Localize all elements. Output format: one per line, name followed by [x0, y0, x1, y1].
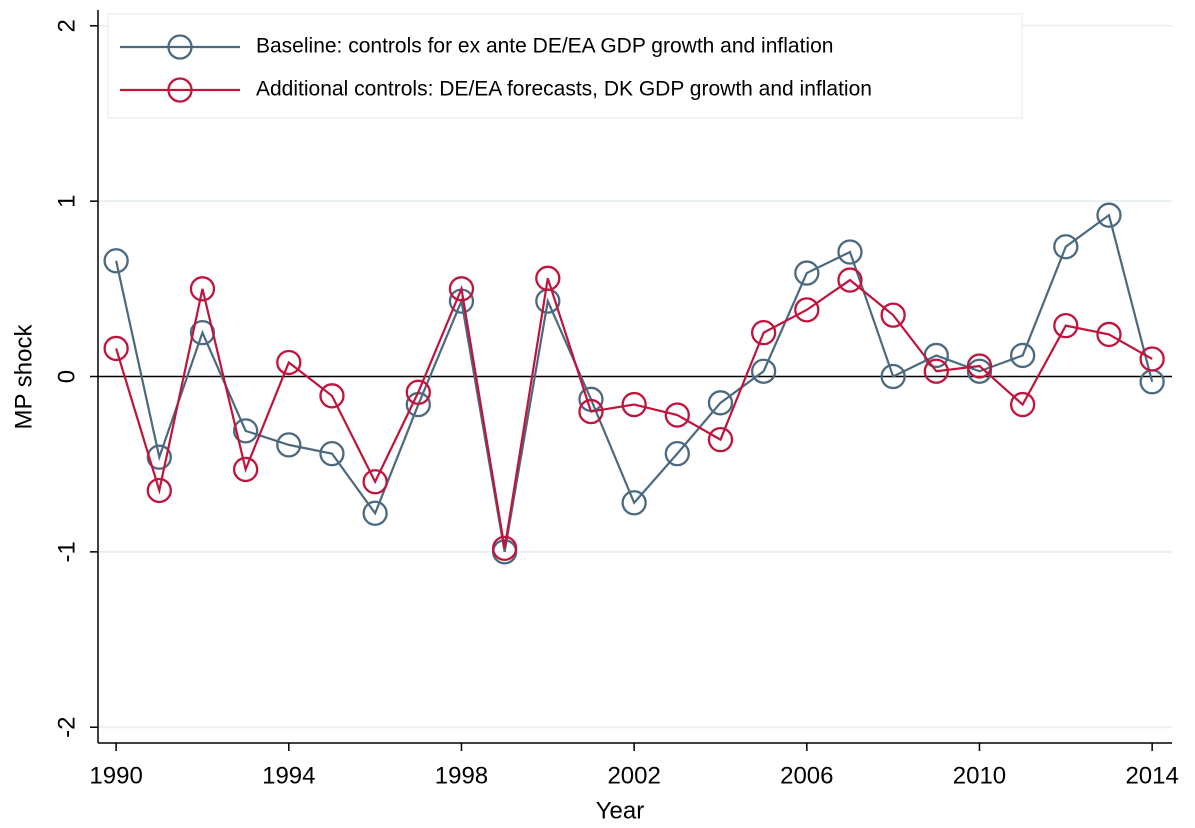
point [491, 535, 518, 562]
point [750, 320, 777, 346]
point [621, 391, 647, 418]
point [103, 248, 129, 274]
x-axis-label: Year [596, 797, 645, 824]
x-tick-label: 1994 [262, 762, 315, 789]
legend-label: Additional controls: DE/EA forecasts, DK… [256, 78, 872, 101]
point [232, 418, 259, 444]
legend-marker [167, 34, 193, 60]
point [837, 267, 863, 293]
point [362, 500, 388, 526]
point [189, 276, 216, 302]
point [707, 390, 734, 416]
point [880, 363, 906, 390]
point [750, 358, 777, 384]
point [146, 477, 172, 504]
point [448, 276, 475, 302]
point [966, 353, 993, 379]
point [664, 402, 690, 428]
x-tick-label: 2002 [607, 762, 660, 789]
point [923, 358, 949, 384]
legend-label: Baseline: controls for ex ante DE/EA GDP… [256, 35, 833, 58]
series-line [115, 213, 1154, 553]
x-tick-label: 2010 [953, 762, 1006, 789]
point [362, 469, 388, 495]
point [1009, 391, 1036, 418]
point [405, 379, 431, 405]
legend-box [107, 13, 1023, 119]
point [1053, 234, 1079, 260]
point [276, 349, 302, 376]
point [103, 335, 129, 362]
legend-marker [167, 77, 193, 103]
point [319, 441, 345, 467]
point [707, 426, 734, 453]
y-tick-label: 0 [53, 370, 80, 383]
point [794, 297, 820, 323]
series-line [115, 277, 1153, 549]
point [794, 260, 820, 286]
x-tick-label: 1998 [435, 762, 488, 789]
point [1009, 342, 1036, 369]
point [664, 441, 690, 467]
point [146, 444, 172, 470]
point [232, 456, 259, 483]
point [1096, 321, 1122, 348]
point [319, 383, 345, 409]
point [1139, 346, 1165, 372]
legend: Baseline: controls for ex ante DE/EA GDP… [107, 13, 1023, 119]
x-tick-label: 2014 [1125, 762, 1178, 789]
point [276, 432, 302, 458]
point [535, 265, 561, 291]
x-tick-label: 2006 [780, 762, 833, 789]
point [837, 239, 863, 265]
y-tick-label: 1 [53, 194, 80, 207]
point [621, 490, 647, 516]
y-tick-label: -1 [53, 541, 80, 562]
y-axis-label: MP shock [10, 324, 37, 430]
point [578, 398, 604, 425]
y-tick-label: 2 [53, 19, 80, 32]
x-tick-label: 1990 [89, 762, 142, 789]
point [1096, 202, 1122, 228]
point [1053, 312, 1079, 339]
y-tick-label: -2 [53, 717, 80, 738]
point [880, 302, 906, 328]
